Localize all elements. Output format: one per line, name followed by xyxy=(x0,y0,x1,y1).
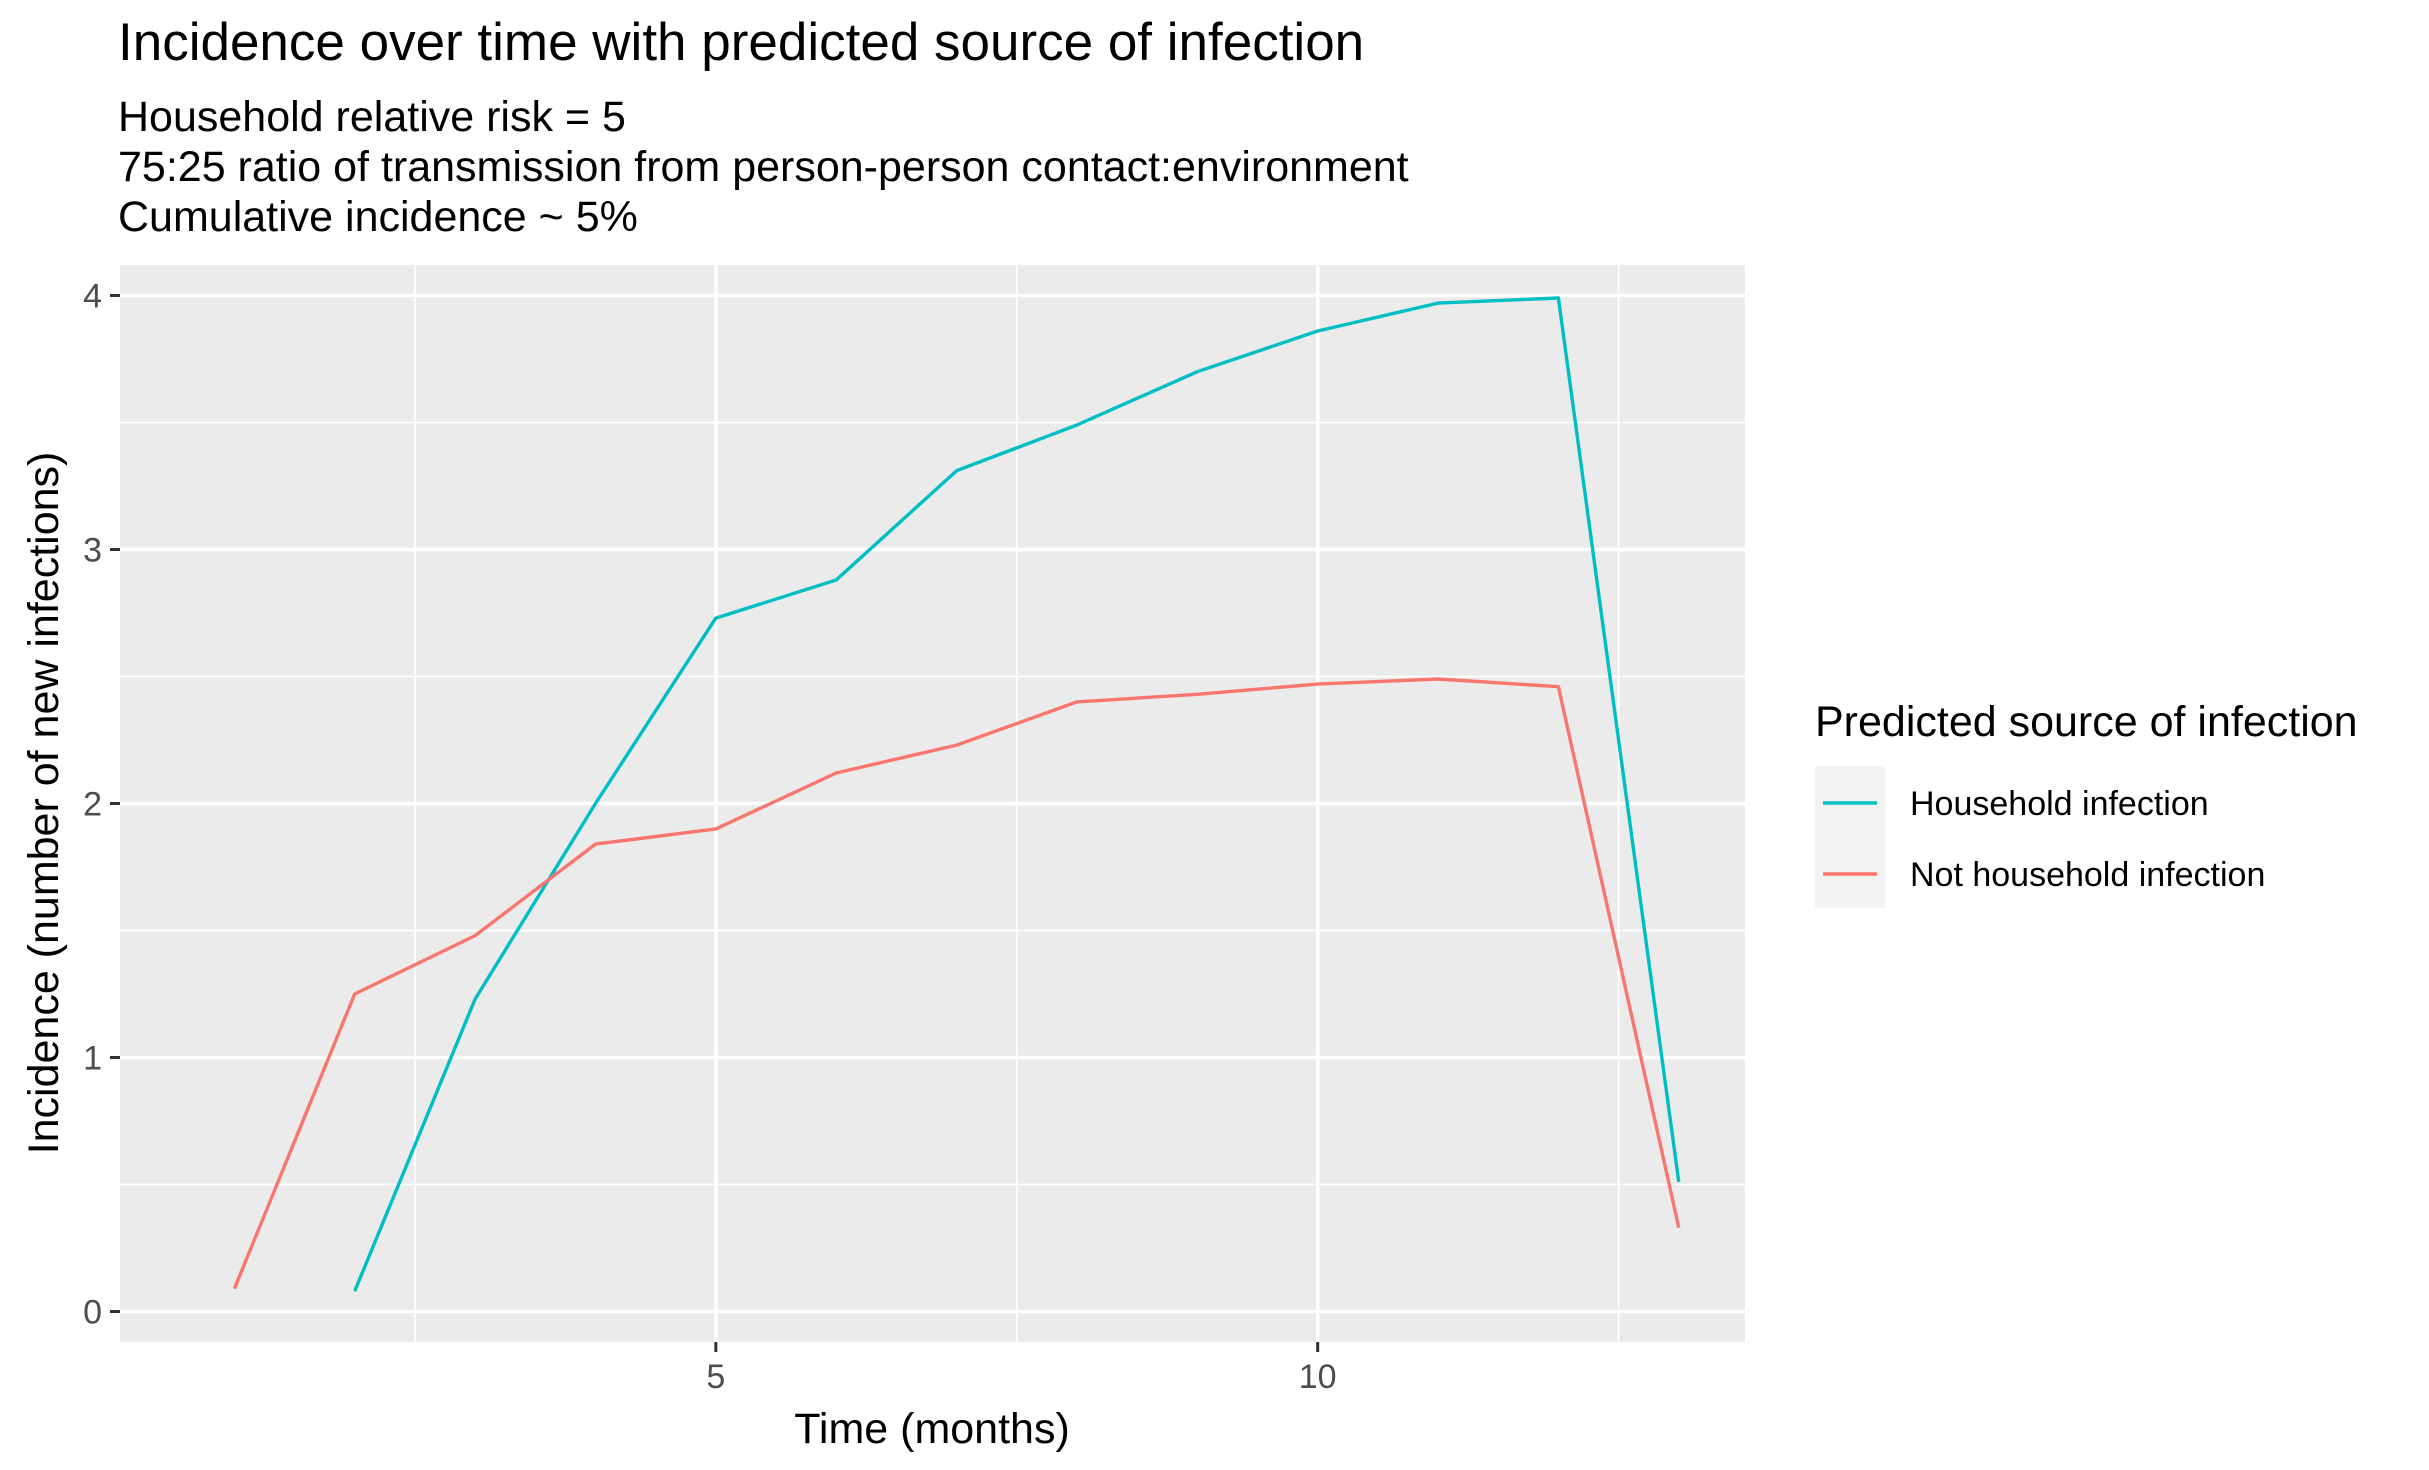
legend-title: Predicted source of infection xyxy=(1815,698,2358,746)
y-axis-title: Incidence (number of new infections) xyxy=(20,452,68,1155)
x-tick-label: 10 xyxy=(1299,1358,1337,1396)
chart-title: Incidence over time with predicted sourc… xyxy=(118,13,1364,72)
x-axis: 5 10 xyxy=(706,1342,1337,1396)
y-tick-label: 3 xyxy=(83,531,102,569)
series-lines xyxy=(232,296,1681,1292)
y-axis: 0 1 2 3 4 xyxy=(83,277,120,1332)
chart-subtitle-line-2: 75:25 ratio of transmission from person-… xyxy=(118,143,1409,191)
legend-label-not-household-infection: Not household infection xyxy=(1910,856,2265,894)
y-tick-label: 2 xyxy=(83,786,102,824)
y-tick-label: 1 xyxy=(83,1040,102,1078)
series-line-household-infection xyxy=(353,296,1681,1292)
y-tick-label: 4 xyxy=(83,277,102,315)
legend-key-background xyxy=(1815,766,1885,908)
major-gridlines xyxy=(120,265,1745,1342)
y-tick-label: 0 xyxy=(83,1294,102,1332)
legend-items: Household infection Not household infecti… xyxy=(1823,785,2265,894)
chart-subtitle-line-1: Household relative risk = 5 xyxy=(118,93,626,141)
chart-subtitle-line-3: Cumulative incidence ~ 5% xyxy=(118,193,638,241)
series-line-not-household-infection xyxy=(232,677,1681,1290)
x-axis-title: Time (months) xyxy=(794,1405,1070,1453)
legend-label-household-infection: Household infection xyxy=(1910,785,2209,823)
legend: Predicted source of infection Household … xyxy=(1815,698,2358,908)
x-tick-label: 5 xyxy=(706,1358,725,1396)
